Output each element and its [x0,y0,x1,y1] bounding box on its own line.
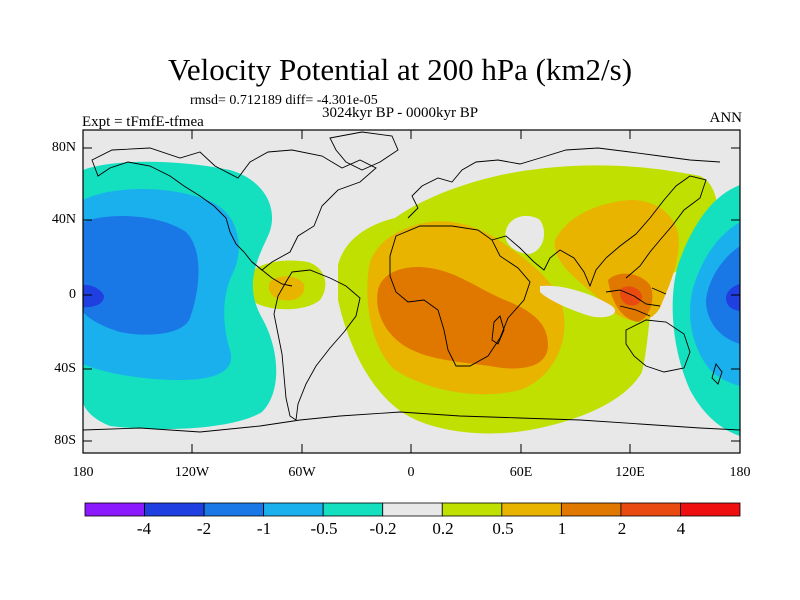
lat-label-40n: 40N [51,212,76,227]
colorbar-label: 1 [557,519,567,538]
contour-neg-2 [83,284,104,308]
contour-neutral-arabia [505,215,545,254]
colorbar-label: -1 [256,519,272,538]
colorbar-label: 2 [617,519,627,538]
colorbar-box [382,502,443,517]
coast-australia [625,319,691,373]
season-label: ANN [709,110,743,126]
lat-ticks [83,147,740,442]
coast-south-america [273,269,361,421]
lon-label-120w: 120W [174,465,210,480]
colorbar-box [441,502,503,517]
lon-label-60w: 60W [288,465,316,480]
colorbar-box [501,502,562,517]
map-title: Velocity Potential at 200 hPa (km2/s) [167,52,633,87]
stats-line: rmsd= 0.712189 diff= -4.301e-05 [190,93,378,108]
coast-maritime-continent [605,287,667,317]
colorbar-label: -0.2 [369,519,397,538]
colorbar-box [680,502,741,517]
colorbar-label: -2 [196,519,212,538]
lat-label-80s: 80S [54,433,76,448]
coast-antarctica [83,411,740,433]
contour-pos-1 [377,266,548,369]
lon-label-120e: 120E [615,465,645,480]
coast-north-america [91,147,377,271]
lat-label-40s: 40S [54,361,76,376]
contour-neutral-indian-ocean [540,285,616,318]
coast-greenland [329,131,399,171]
coast-madagascar [491,315,505,345]
lon-label-0: 0 [407,465,415,480]
colorbar-label: 0.5 [492,519,514,538]
coast-new-zealand [711,363,723,385]
coastlines [83,131,740,433]
colorbar-box [84,502,145,517]
lat-label-80n: 80N [51,140,76,155]
coast-africa [389,225,531,367]
contour-neg-2-west-pacific [726,284,740,311]
lon-ticks [82,130,741,453]
lon-label-60e: 60E [509,465,533,480]
experiment-label: Expt = tFmfE-tfmea [82,114,204,130]
colorbar-box [144,502,205,517]
lon-label-180w: 180 [72,465,94,480]
coast-arabia-india [491,235,607,288]
coast-europe [407,147,721,219]
coast-central-america [251,261,293,287]
colorbar-label: -4 [136,519,152,538]
colorbar-box [322,502,384,517]
contour-field [83,130,740,453]
contour-neg-1-west-pacific [706,246,740,344]
colorbar-label: 4 [676,519,686,538]
contour-neg-1 [83,216,199,335]
colorbar-label: 0.2 [432,519,454,538]
lat-label-eq: 0 [69,287,76,302]
period-label: 3024kyr BP - 0000kyr BP [321,105,479,121]
colorbar [84,502,741,517]
colorbar-box [560,502,622,517]
colorbar-box [620,502,681,517]
colorbar-box [263,502,324,517]
contour-pos-2 [619,286,642,306]
colorbar-box [203,502,265,517]
coast-asia-east [605,175,707,279]
lon-label-180e: 180 [729,465,751,480]
contour-pos-0.5-americas [268,276,305,301]
colorbar-label: -0.5 [310,519,338,538]
